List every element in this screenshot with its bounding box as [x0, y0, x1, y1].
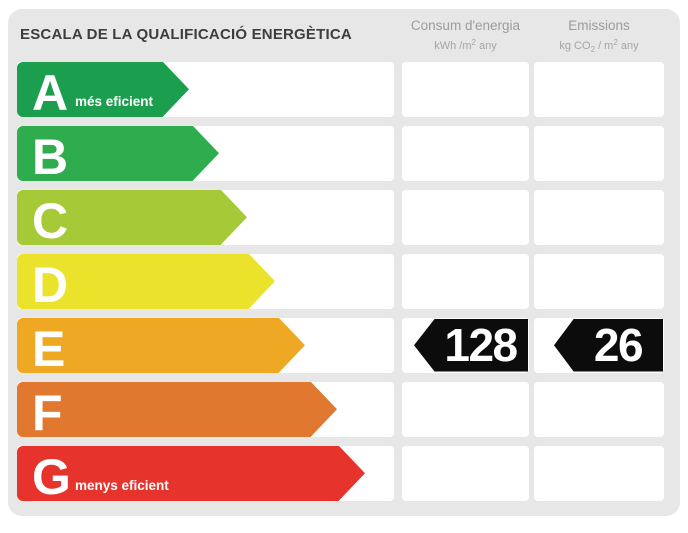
- emissions-cell: 26: [534, 318, 664, 373]
- rating-row-a: A més eficient: [0, 62, 688, 121]
- rating-letter: G: [32, 448, 71, 505]
- consumption-cell: 128: [402, 318, 529, 373]
- emissions-value: 26: [593, 319, 644, 372]
- consumption-header-label: Consum d'energia: [410, 18, 521, 33]
- rating-letter: D: [32, 256, 69, 313]
- rating-letter: B: [32, 128, 69, 185]
- rating-arrow-b: B: [17, 126, 219, 185]
- consumption-cell: [402, 62, 529, 117]
- rating-arrow-g: G menys eficient: [17, 446, 365, 505]
- rating-arrow-f: F: [17, 382, 337, 441]
- consumption-cell: [402, 382, 529, 437]
- consumption-value-badge: 128: [414, 319, 528, 372]
- emissions-cell: [534, 254, 664, 309]
- rating-row-e: E 128 26: [0, 318, 688, 377]
- efficiency-note: menys eficient: [75, 477, 169, 493]
- rating-arrow-e: E: [17, 318, 305, 377]
- emissions-cell: [534, 446, 664, 501]
- emissions-value-badge: 26: [554, 319, 663, 372]
- rating-letter: A: [32, 64, 69, 121]
- emissions-cell: [534, 126, 664, 181]
- rating-row-c: C: [0, 190, 688, 249]
- column-header-consumption: Consum d'energia kWh /m2 any: [394, 17, 537, 53]
- efficiency-note: més eficient: [75, 93, 154, 109]
- consumption-header-unit: kWh /m2 any: [434, 38, 497, 52]
- rating-letter: C: [32, 192, 69, 249]
- consumption-cell: [402, 254, 529, 309]
- emissions-header-label: Emissions: [568, 18, 630, 33]
- rating-letter: E: [32, 320, 66, 377]
- consumption-value: 128: [444, 319, 518, 372]
- consumption-cell: [402, 190, 529, 245]
- rating-letter: F: [32, 384, 63, 441]
- rating-row-d: D: [0, 254, 688, 313]
- consumption-cell: [402, 446, 529, 501]
- rating-row-f: F: [0, 382, 688, 441]
- rating-arrow-a: A més eficient: [17, 62, 189, 121]
- emissions-cell: [534, 62, 664, 117]
- rating-arrow-d: D: [17, 254, 275, 313]
- rating-row-g: G menys eficient: [0, 446, 688, 505]
- emissions-cell: [534, 190, 664, 245]
- page-title: ESCALA DE LA QUALIFICACIÓ ENERGÈTICA: [20, 26, 352, 43]
- consumption-cell: [402, 126, 529, 181]
- emissions-header-unit: kg CO2 / m2 any: [559, 38, 639, 54]
- rating-arrow-c: C: [17, 190, 247, 249]
- column-header-emissions: Emissions kg CO2 / m2 any: [528, 17, 670, 57]
- rating-row-b: B: [0, 126, 688, 185]
- emissions-cell: [534, 382, 664, 437]
